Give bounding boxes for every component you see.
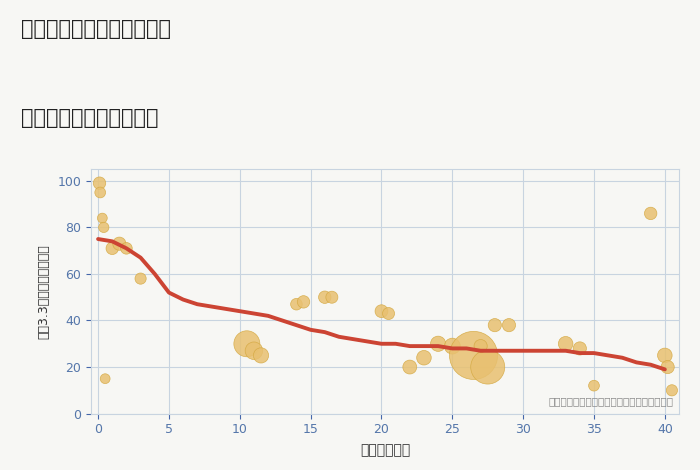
Point: [99, 375, 111, 383]
Point: [574, 345, 585, 352]
Point: [298, 298, 309, 306]
Point: [376, 307, 387, 315]
Point: [419, 354, 430, 361]
Point: [290, 300, 302, 308]
Point: [560, 340, 571, 347]
Point: [383, 310, 394, 317]
Point: [404, 363, 415, 371]
X-axis label: 築年数（年）: 築年数（年）: [360, 443, 410, 457]
Point: [94, 180, 105, 187]
Point: [662, 363, 673, 371]
Point: [659, 352, 671, 359]
Text: 三重県津市久居緑が丘町の: 三重県津市久居緑が丘町の: [21, 19, 171, 39]
Point: [482, 363, 493, 371]
Point: [447, 342, 458, 350]
Text: 築年数別中古戸建て価格: 築年数別中古戸建て価格: [21, 108, 158, 128]
Point: [475, 342, 486, 350]
Point: [589, 382, 600, 390]
Point: [489, 321, 500, 329]
Point: [121, 244, 132, 252]
Point: [503, 321, 514, 329]
Point: [113, 240, 125, 247]
Text: 円の大きさは、取引のあった物件面積を示す: 円の大きさは、取引のあった物件面積を示す: [548, 396, 673, 406]
Point: [326, 293, 337, 301]
Point: [256, 352, 267, 359]
Point: [468, 352, 480, 359]
Point: [433, 340, 444, 347]
Point: [106, 244, 118, 252]
Point: [97, 214, 108, 222]
Point: [241, 340, 253, 347]
Point: [248, 347, 260, 354]
Point: [666, 386, 678, 394]
Point: [98, 224, 109, 231]
Point: [135, 275, 146, 282]
Point: [94, 189, 106, 196]
Point: [319, 293, 330, 301]
Y-axis label: 坪（3.3㎡）単価（万円）: 坪（3.3㎡）単価（万円）: [38, 244, 50, 339]
Point: [645, 210, 657, 217]
